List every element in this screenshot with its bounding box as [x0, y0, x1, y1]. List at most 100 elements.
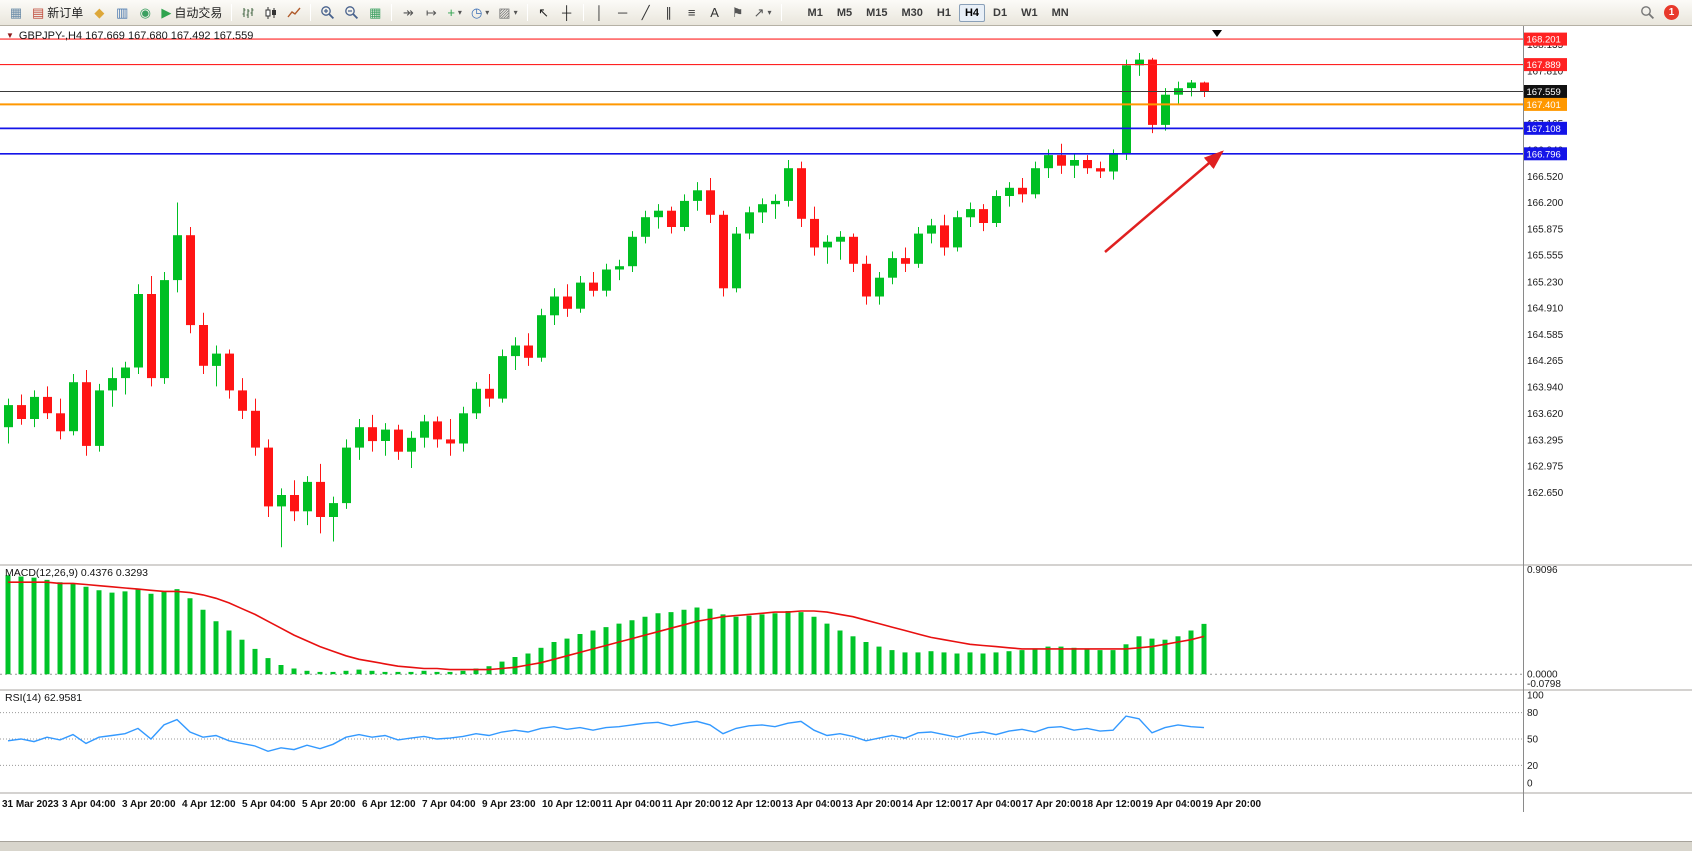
timeframe-mn-button[interactable]: MN: [1051, 6, 1069, 19]
indicators-button[interactable]: + ▾: [443, 3, 466, 23]
zoom-in-icon: [320, 5, 335, 20]
horizontal-line-button[interactable]: ─: [612, 3, 634, 23]
macd-signal-line: [8, 581, 1205, 671]
dropdown-caret-icon: ▾: [767, 8, 772, 17]
chart-header: ▼ GBPJPY-,H4 167.669 167.680 167.492 167…: [6, 30, 253, 42]
market-watch-icon: ◆: [94, 5, 105, 20]
new-chart-icon: ▦: [9, 5, 23, 20]
new-chart-button[interactable]: ▦: [5, 3, 27, 23]
timeframe-m1-button[interactable]: M1: [807, 6, 823, 19]
autotrading-label: 自动交易: [174, 6, 223, 20]
time-axis-label: 19 Apr 20:00: [1202, 799, 1262, 810]
cursor-icon: ↖: [538, 5, 550, 20]
navigator-button[interactable]: ◉: [134, 3, 156, 23]
timeframe-h4-button[interactable]: H4: [958, 3, 986, 22]
price-tick-label: 165.230: [1527, 277, 1564, 288]
trend-arrow-annotation[interactable]: [1104, 150, 1224, 253]
tile-windows-button[interactable]: ▦: [364, 3, 386, 23]
bars-chart-button[interactable]: [237, 3, 259, 23]
time-axis-label: 18 Apr 12:00: [1082, 799, 1142, 810]
zoom-in-button[interactable]: [316, 3, 339, 23]
timeframe-m15-button[interactable]: M15: [866, 6, 888, 19]
candles-chart-button[interactable]: [260, 3, 282, 23]
time-axis-label: 6 Apr 12:00: [362, 799, 416, 810]
fibonacci-icon: ≡: [687, 5, 696, 20]
line-chart-button[interactable]: [283, 3, 305, 23]
time-axis-label: 31 Mar 2023: [2, 799, 59, 810]
templates-button[interactable]: ▨ ▾: [494, 3, 521, 23]
cursor-button[interactable]: ↖: [533, 3, 555, 23]
price-badge: [1524, 147, 1567, 161]
periods-icon: ◷: [470, 5, 483, 20]
autotrading-button[interactable]: ▶ 自动交易: [157, 3, 226, 23]
vertical-line-icon: │: [595, 5, 604, 20]
price-tick-label: 164.265: [1527, 356, 1564, 367]
channel-button[interactable]: ∥: [658, 3, 680, 23]
channel-icon: ∥: [665, 5, 672, 20]
vertical-line-button[interactable]: │: [589, 3, 611, 23]
time-axis-label: 7 Apr 04:00: [422, 799, 476, 810]
time-axis-label: 10 Apr 12:00: [542, 799, 602, 810]
candles-chart-icon: [264, 6, 278, 20]
search-icon[interactable]: [1640, 5, 1655, 20]
price-badge: [1524, 97, 1567, 111]
timeframe-w1-button[interactable]: W1: [1021, 6, 1038, 19]
dropdown-caret-icon: ▾: [485, 8, 490, 17]
zoom-out-button[interactable]: [340, 3, 363, 23]
price-tick-label: 166.520: [1527, 172, 1564, 183]
periods-button[interactable]: ◷ ▾: [467, 3, 493, 23]
dropdown-caret-icon: ▾: [457, 8, 462, 17]
notification-badge[interactable]: 1: [1664, 5, 1679, 20]
time-axis-label: 17 Apr 04:00: [962, 799, 1022, 810]
toolbar-separator: [526, 4, 528, 21]
price-badge-label: 168.201: [1527, 35, 1561, 46]
horizontal-scrollbar[interactable]: [0, 841, 1692, 851]
trendline-icon: ╱: [641, 5, 650, 20]
text-label-icon: ⚑: [731, 5, 744, 20]
trendline-button[interactable]: ╱: [635, 3, 657, 23]
price-badge: [1524, 58, 1567, 72]
toolbar-separator: [391, 4, 393, 21]
toolbar-separator: [582, 4, 584, 21]
timeframe-m30-button[interactable]: M30: [901, 6, 923, 19]
templates-icon: ▨: [498, 5, 511, 20]
time-axis-label: 13 Apr 04:00: [782, 799, 842, 810]
price-badge: [1524, 85, 1567, 98]
current-bar-marker-icon: [1212, 30, 1222, 37]
macd-axis-label: 0.0000: [1527, 670, 1558, 681]
time-axis-label: 17 Apr 20:00: [1022, 799, 1082, 810]
time-axis-label: 11 Apr 04:00: [602, 799, 661, 810]
time-axis-label: 14 Apr 12:00: [902, 799, 962, 810]
price-tick-label: 165.555: [1527, 251, 1564, 262]
time-axis-label: 19 Apr 04:00: [1142, 799, 1202, 810]
rsi-axis-label: 80: [1527, 708, 1539, 719]
timeframe-h1-button[interactable]: H1: [936, 6, 951, 19]
text-button[interactable]: A: [704, 3, 726, 23]
arrows-button[interactable]: ↗ ▾: [750, 3, 776, 23]
price-badge-label: 167.401: [1527, 100, 1561, 111]
price-tick-label: 163.940: [1527, 383, 1564, 394]
toolbar-separator: [231, 4, 233, 21]
data-window-button[interactable]: ▥: [111, 3, 133, 23]
price-tick-label: 163.295: [1527, 435, 1564, 446]
auto-scroll-button[interactable]: ↠: [397, 3, 419, 23]
market-watch-button[interactable]: ◆: [88, 3, 110, 23]
text-label-button[interactable]: ⚑: [727, 3, 749, 23]
zoom-out-icon: [344, 5, 359, 20]
timeframe-group: M1 M5 M15 M30 H1 H4 D1 W1 MN: [802, 3, 1075, 22]
fibonacci-button[interactable]: ≡: [681, 3, 703, 23]
time-axis-label: 3 Apr 20:00: [122, 799, 176, 810]
chart-shift-button[interactable]: ↦: [420, 3, 442, 23]
crosshair-icon: ┼: [562, 5, 572, 20]
macd-axis-label: 0.9096: [1527, 565, 1558, 576]
timeframe-d1-button[interactable]: D1: [993, 6, 1008, 19]
time-axis-label: 4 Apr 12:00: [182, 799, 236, 810]
timeframe-m5-button[interactable]: M5: [836, 6, 853, 19]
crosshair-button[interactable]: ┼: [556, 3, 578, 23]
new-order-button[interactable]: ▤ 新订单: [28, 3, 87, 23]
price-badge-label: 166.796: [1527, 149, 1561, 160]
bars-chart-icon: [241, 6, 255, 20]
line-chart-icon: [287, 6, 301, 20]
price-badge-label: 167.108: [1527, 124, 1561, 135]
